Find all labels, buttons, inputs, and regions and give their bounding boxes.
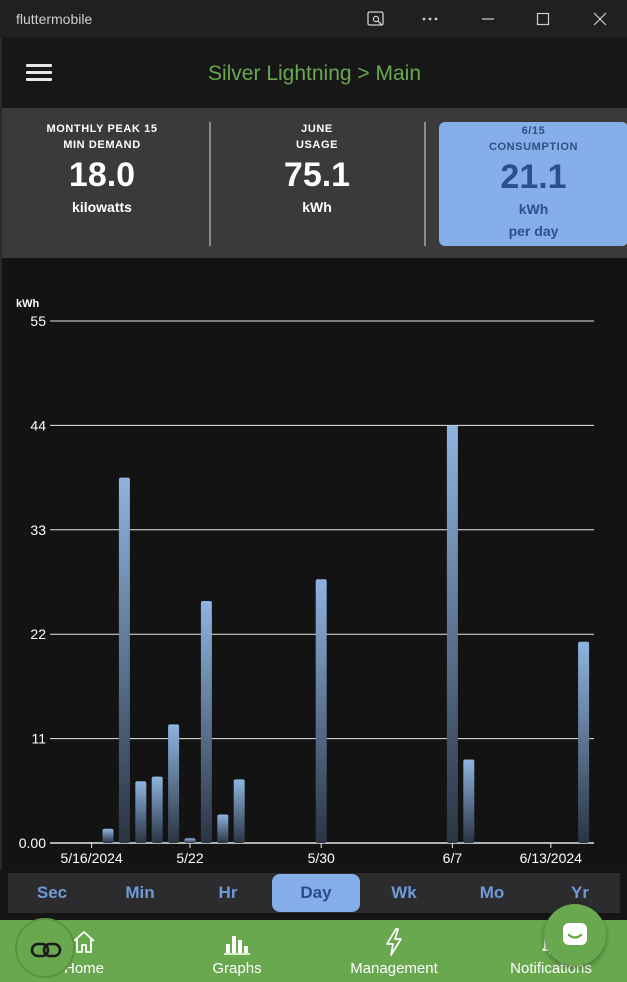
x-tick-label: 6/13/2024 xyxy=(520,850,582,866)
nav-notifications-label: Notifications xyxy=(510,960,592,977)
bar-6-8[interactable] xyxy=(463,759,475,844)
consumption-label-2: CONSUMPTION xyxy=(488,141,579,153)
usage-unit: kWh xyxy=(302,199,332,215)
tab-mo[interactable]: Mo xyxy=(479,883,505,902)
usage-label-1: JUNE xyxy=(301,123,333,135)
nav-management-label: Management xyxy=(350,960,438,977)
nav-home-label: Home xyxy=(63,960,104,977)
bar-5-30[interactable] xyxy=(315,579,327,843)
stats-divider xyxy=(424,122,426,246)
y-tick-label: 22 xyxy=(30,626,46,642)
consumption-unit: kWh xyxy=(518,201,549,217)
usage-chart[interactable]: kWh 0.00 11 22 33 44 55 5/16/2024 5/22 5/30 6/7 6… xyxy=(0,258,627,870)
y-axis-label: kWh xyxy=(16,298,40,310)
tab-day[interactable]: Day xyxy=(272,874,360,912)
bar-5-21[interactable] xyxy=(168,724,180,843)
page-title: Silver Lightning > Main xyxy=(207,62,422,85)
nav-management[interactable]: Management xyxy=(324,926,464,977)
bar-chart: kWh 0.00 11 22 33 44 55 5/16/2024 5/22 5/30 6/7 6… xyxy=(16,298,594,866)
bottom-nav: Home Graphs Management Notifications xyxy=(0,920,627,982)
tab-sec[interactable]: Sec xyxy=(36,883,68,902)
bar-5-17[interactable] xyxy=(102,828,114,843)
stats-divider xyxy=(209,122,211,246)
y-tick-label: 33 xyxy=(30,522,46,538)
bar-5-24[interactable] xyxy=(217,814,229,844)
window-title: fluttermobile xyxy=(16,11,93,27)
chat-icon xyxy=(563,923,587,945)
maximize-icon[interactable] xyxy=(531,8,555,30)
menu-icon[interactable] xyxy=(26,64,52,84)
consumption-label-1: 6/15 xyxy=(521,125,546,137)
bar-5-19[interactable] xyxy=(135,781,147,843)
peak-demand-label-2: MIN DEMAND xyxy=(63,139,141,151)
minimize-icon[interactable] xyxy=(476,8,500,30)
bar-6-7[interactable] xyxy=(446,425,458,843)
tab-min[interactable]: Min xyxy=(125,883,155,902)
y-tick-label: 55 xyxy=(30,313,46,329)
chat-button[interactable] xyxy=(544,904,606,966)
bar-5-18[interactable] xyxy=(118,477,130,843)
bar-5-22[interactable] xyxy=(184,838,196,843)
bar-chart-icon xyxy=(224,936,250,955)
peak-demand-card: MONTHLY PEAK 15 MIN DEMAND 18.0 kilowatt… xyxy=(12,121,192,246)
cast-icon[interactable] xyxy=(364,8,388,30)
tab-hr[interactable]: Hr xyxy=(218,883,238,902)
nav-home[interactable]: Home xyxy=(14,926,154,977)
nav-graphs[interactable]: Graphs xyxy=(167,926,307,977)
x-tick-label: 5/16/2024 xyxy=(60,850,122,866)
bar-5-25[interactable] xyxy=(233,779,245,843)
y-tick-label: 0.00 xyxy=(19,835,46,851)
y-tick-label: 11 xyxy=(31,731,46,747)
y-tick-label: 44 xyxy=(30,417,46,433)
window-title-bar: fluttermobile xyxy=(0,0,627,38)
peak-demand-value: 18.0 xyxy=(68,156,136,194)
stats-panel: MONTHLY PEAK 15 MIN DEMAND 18.0 kilowatt… xyxy=(0,108,627,258)
x-tick-label: 5/30 xyxy=(308,850,335,866)
more-options-icon[interactable] xyxy=(418,8,442,30)
app-bar: Silver Lightning > Main xyxy=(0,38,627,108)
home-icon xyxy=(73,931,95,953)
bar-5-23[interactable] xyxy=(200,601,212,843)
bar-6-15[interactable] xyxy=(578,641,590,843)
peak-demand-label-1: MONTHLY PEAK 15 xyxy=(46,123,158,135)
usage-card: JUNE USAGE 75.1 kWh xyxy=(227,121,407,246)
link-button[interactable] xyxy=(15,918,75,978)
nav-graphs-label: Graphs xyxy=(212,960,262,977)
lightning-icon xyxy=(386,928,402,956)
tab-yr[interactable]: Yr xyxy=(571,883,589,902)
x-tick-label: 6/7 xyxy=(443,850,463,866)
link-icon xyxy=(30,942,62,958)
x-tick-label: 5/22 xyxy=(176,850,203,866)
peak-demand-unit: kilowatts xyxy=(72,199,132,215)
usage-label-2: USAGE xyxy=(295,139,339,151)
consumption-card[interactable]: 6/15 CONSUMPTION 21.1 kWh per day xyxy=(439,122,627,246)
tab-wk[interactable]: Wk xyxy=(391,883,417,902)
usage-value: 75.1 xyxy=(283,156,351,194)
bar-5-20[interactable] xyxy=(151,776,163,843)
consumption-value: 21.1 xyxy=(500,158,567,196)
consumption-unit-2: per day xyxy=(508,223,559,239)
close-icon[interactable] xyxy=(588,8,612,30)
range-tabs: Sec Min Hr Day Wk Mo Yr xyxy=(8,873,620,913)
